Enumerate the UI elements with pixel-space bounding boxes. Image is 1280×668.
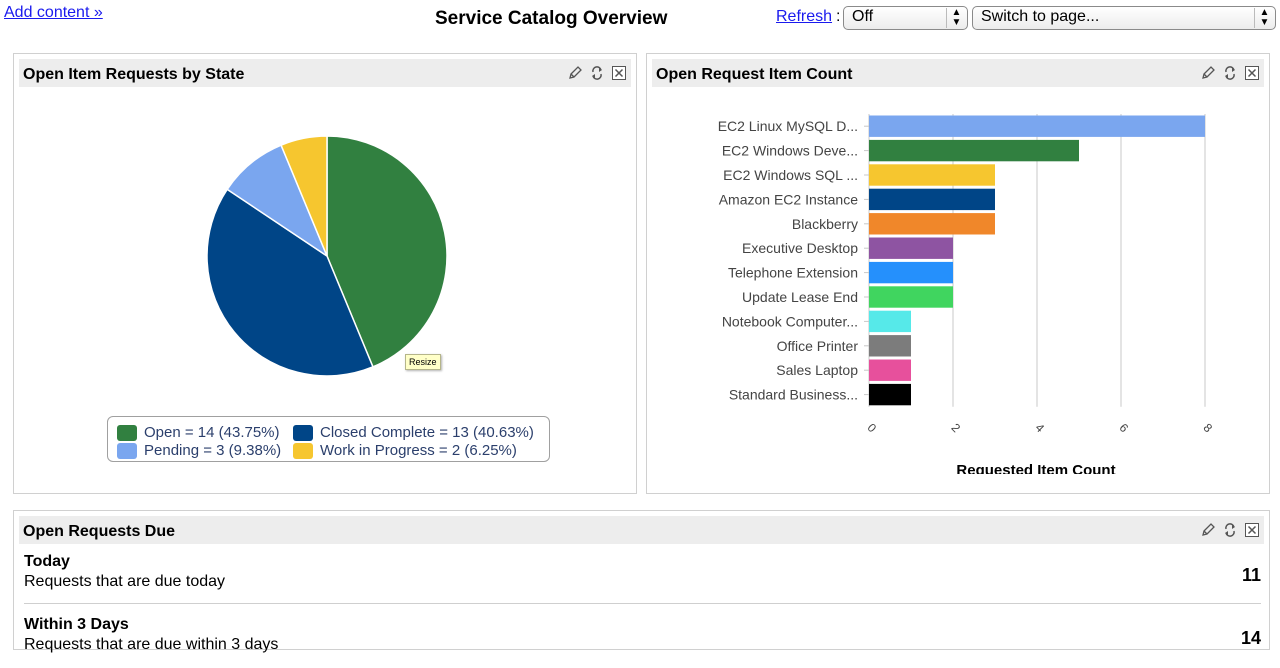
resize-tooltip: Resize <box>405 354 441 370</box>
y-tick-label: Notebook Computer... <box>722 313 858 329</box>
legend-swatch <box>117 424 137 441</box>
x-tick-label: 8 <box>1201 421 1216 436</box>
legend-item[interactable]: Open = 14 (43.75%) <box>117 424 280 441</box>
legend-swatch <box>293 424 313 441</box>
refresh-link[interactable]: Refresh <box>776 8 833 25</box>
edit-icon[interactable] <box>1200 522 1216 538</box>
pie-slice-open[interactable] <box>326 135 448 368</box>
bar[interactable] <box>869 213 995 235</box>
legend-swatch <box>117 442 137 459</box>
refresh-interval-select[interactable]: Off ▲ ▼ <box>843 6 968 30</box>
page-title: Service Catalog Overview <box>435 8 668 29</box>
panel-header: Open Requests Due <box>19 516 1264 544</box>
panel-open-item-requests-by-state: Open Item Requests by State Resize Open … <box>13 53 637 494</box>
switch-page-select[interactable]: Switch to page... ▲ ▼ <box>972 6 1276 30</box>
y-tick-label: Telephone Extension <box>728 265 858 281</box>
edit-icon[interactable] <box>1200 65 1216 81</box>
refresh-icon[interactable] <box>589 65 605 81</box>
bar[interactable] <box>869 139 1079 162</box>
panel-title: Open Item Requests by State <box>23 66 245 83</box>
panel-tools <box>1200 65 1260 81</box>
select-arrows-icon: ▲ ▼ <box>1254 8 1274 28</box>
panel-open-request-item-count: Open Request Item Count EC2 Linux MySQL … <box>646 53 1270 494</box>
bar[interactable] <box>869 261 953 284</box>
y-tick-label: Standard Business... <box>729 387 858 403</box>
top-bar: Add content » Service Catalog Overview R… <box>0 0 1280 40</box>
pie-chart <box>206 135 448 377</box>
bar[interactable] <box>869 359 911 381</box>
bar[interactable] <box>869 164 995 186</box>
bar-chart: EC2 Linux MySQL D... EC2 Windows Deve... E… <box>718 114 1216 474</box>
edit-icon[interactable] <box>567 65 583 81</box>
panel-title: Open Request Item Count <box>656 66 853 83</box>
legend-label: Work in Progress = 2 (6.25%) <box>320 442 517 459</box>
x-axis-label: Requested Item Count <box>956 462 1115 474</box>
bar[interactable] <box>869 188 995 211</box>
panel-tools <box>567 65 627 81</box>
y-tick-label: Executive Desktop <box>742 240 858 256</box>
close-icon[interactable] <box>611 65 627 81</box>
pie-slice-work-in-progress[interactable] <box>280 135 328 257</box>
panel-tools <box>1200 522 1260 538</box>
legend-item[interactable]: Pending = 3 (9.38%) <box>117 442 281 459</box>
legend-item[interactable]: Closed Complete = 13 (40.63%) <box>293 424 534 441</box>
switch-page-value: Switch to page... <box>981 8 1100 25</box>
refresh-icon[interactable] <box>1222 65 1238 81</box>
x-tick-label: 2 <box>949 421 964 436</box>
panel-header: Open Item Requests by State <box>19 59 631 87</box>
due-row-title: Today <box>24 553 70 570</box>
x-tick-label: 4 <box>1033 421 1048 436</box>
legend-item[interactable]: Work in Progress = 2 (6.25%) <box>293 442 517 459</box>
y-tick-label: EC2 Linux MySQL D... <box>718 118 858 134</box>
bar[interactable] <box>869 335 911 357</box>
y-tick-label: Office Printer <box>777 338 859 354</box>
panel-header: Open Request Item Count <box>652 59 1264 87</box>
refresh-colon: : <box>836 8 841 25</box>
close-icon[interactable] <box>1244 65 1260 81</box>
y-tick-label: EC2 Windows Deve... <box>722 143 858 159</box>
x-tick-label: 6 <box>1117 421 1132 436</box>
bar[interactable] <box>869 310 911 333</box>
panel-title: Open Requests Due <box>23 523 176 540</box>
bar[interactable] <box>869 286 953 308</box>
due-row-within-3-days[interactable]: Within 3 Days Requests that are due with… <box>24 616 1261 668</box>
bar[interactable] <box>869 237 953 259</box>
close-icon[interactable] <box>1244 522 1260 538</box>
due-row-description: Requests that are due within 3 days <box>24 636 279 653</box>
legend-swatch <box>293 442 313 459</box>
pie-legend: Open = 14 (43.75%) Closed Complete = 13 (… <box>107 416 550 462</box>
legend-label: Open = 14 (43.75%) <box>144 424 280 441</box>
pie-slice-closed-complete[interactable] <box>206 188 374 377</box>
due-row-count[interactable]: 11 <box>1241 565 1261 585</box>
divider <box>24 603 1261 604</box>
y-tick-label: Blackberry <box>792 216 858 232</box>
panel-open-requests-due: Open Requests Due Today Requests that ar… <box>13 510 1270 653</box>
legend-label: Closed Complete = 13 (40.63%) <box>320 424 534 441</box>
y-tick-label: Amazon EC2 Instance <box>719 191 859 207</box>
add-content-link[interactable]: Add content » <box>4 4 103 21</box>
legend-label: Pending = 3 (9.38%) <box>144 442 282 459</box>
refresh-icon[interactable] <box>1222 522 1238 538</box>
bar[interactable] <box>869 115 1205 137</box>
due-row-today[interactable]: Today Requests that are due today 11 <box>24 553 1261 605</box>
due-row-count[interactable]: 14 <box>1240 628 1261 648</box>
select-arrows-icon: ▲ ▼ <box>946 8 966 28</box>
y-tick-label: EC2 Windows SQL ... <box>723 167 858 183</box>
y-tick-label: Update Lease End <box>742 289 858 305</box>
refresh-interval-value: Off <box>852 8 874 25</box>
y-tick-label: Sales Laptop <box>776 362 858 378</box>
due-row-title: Within 3 Days <box>24 616 129 633</box>
due-row-description: Requests that are due today <box>24 573 226 590</box>
bar[interactable] <box>869 383 911 406</box>
x-tick-label: 0 <box>865 421 880 436</box>
